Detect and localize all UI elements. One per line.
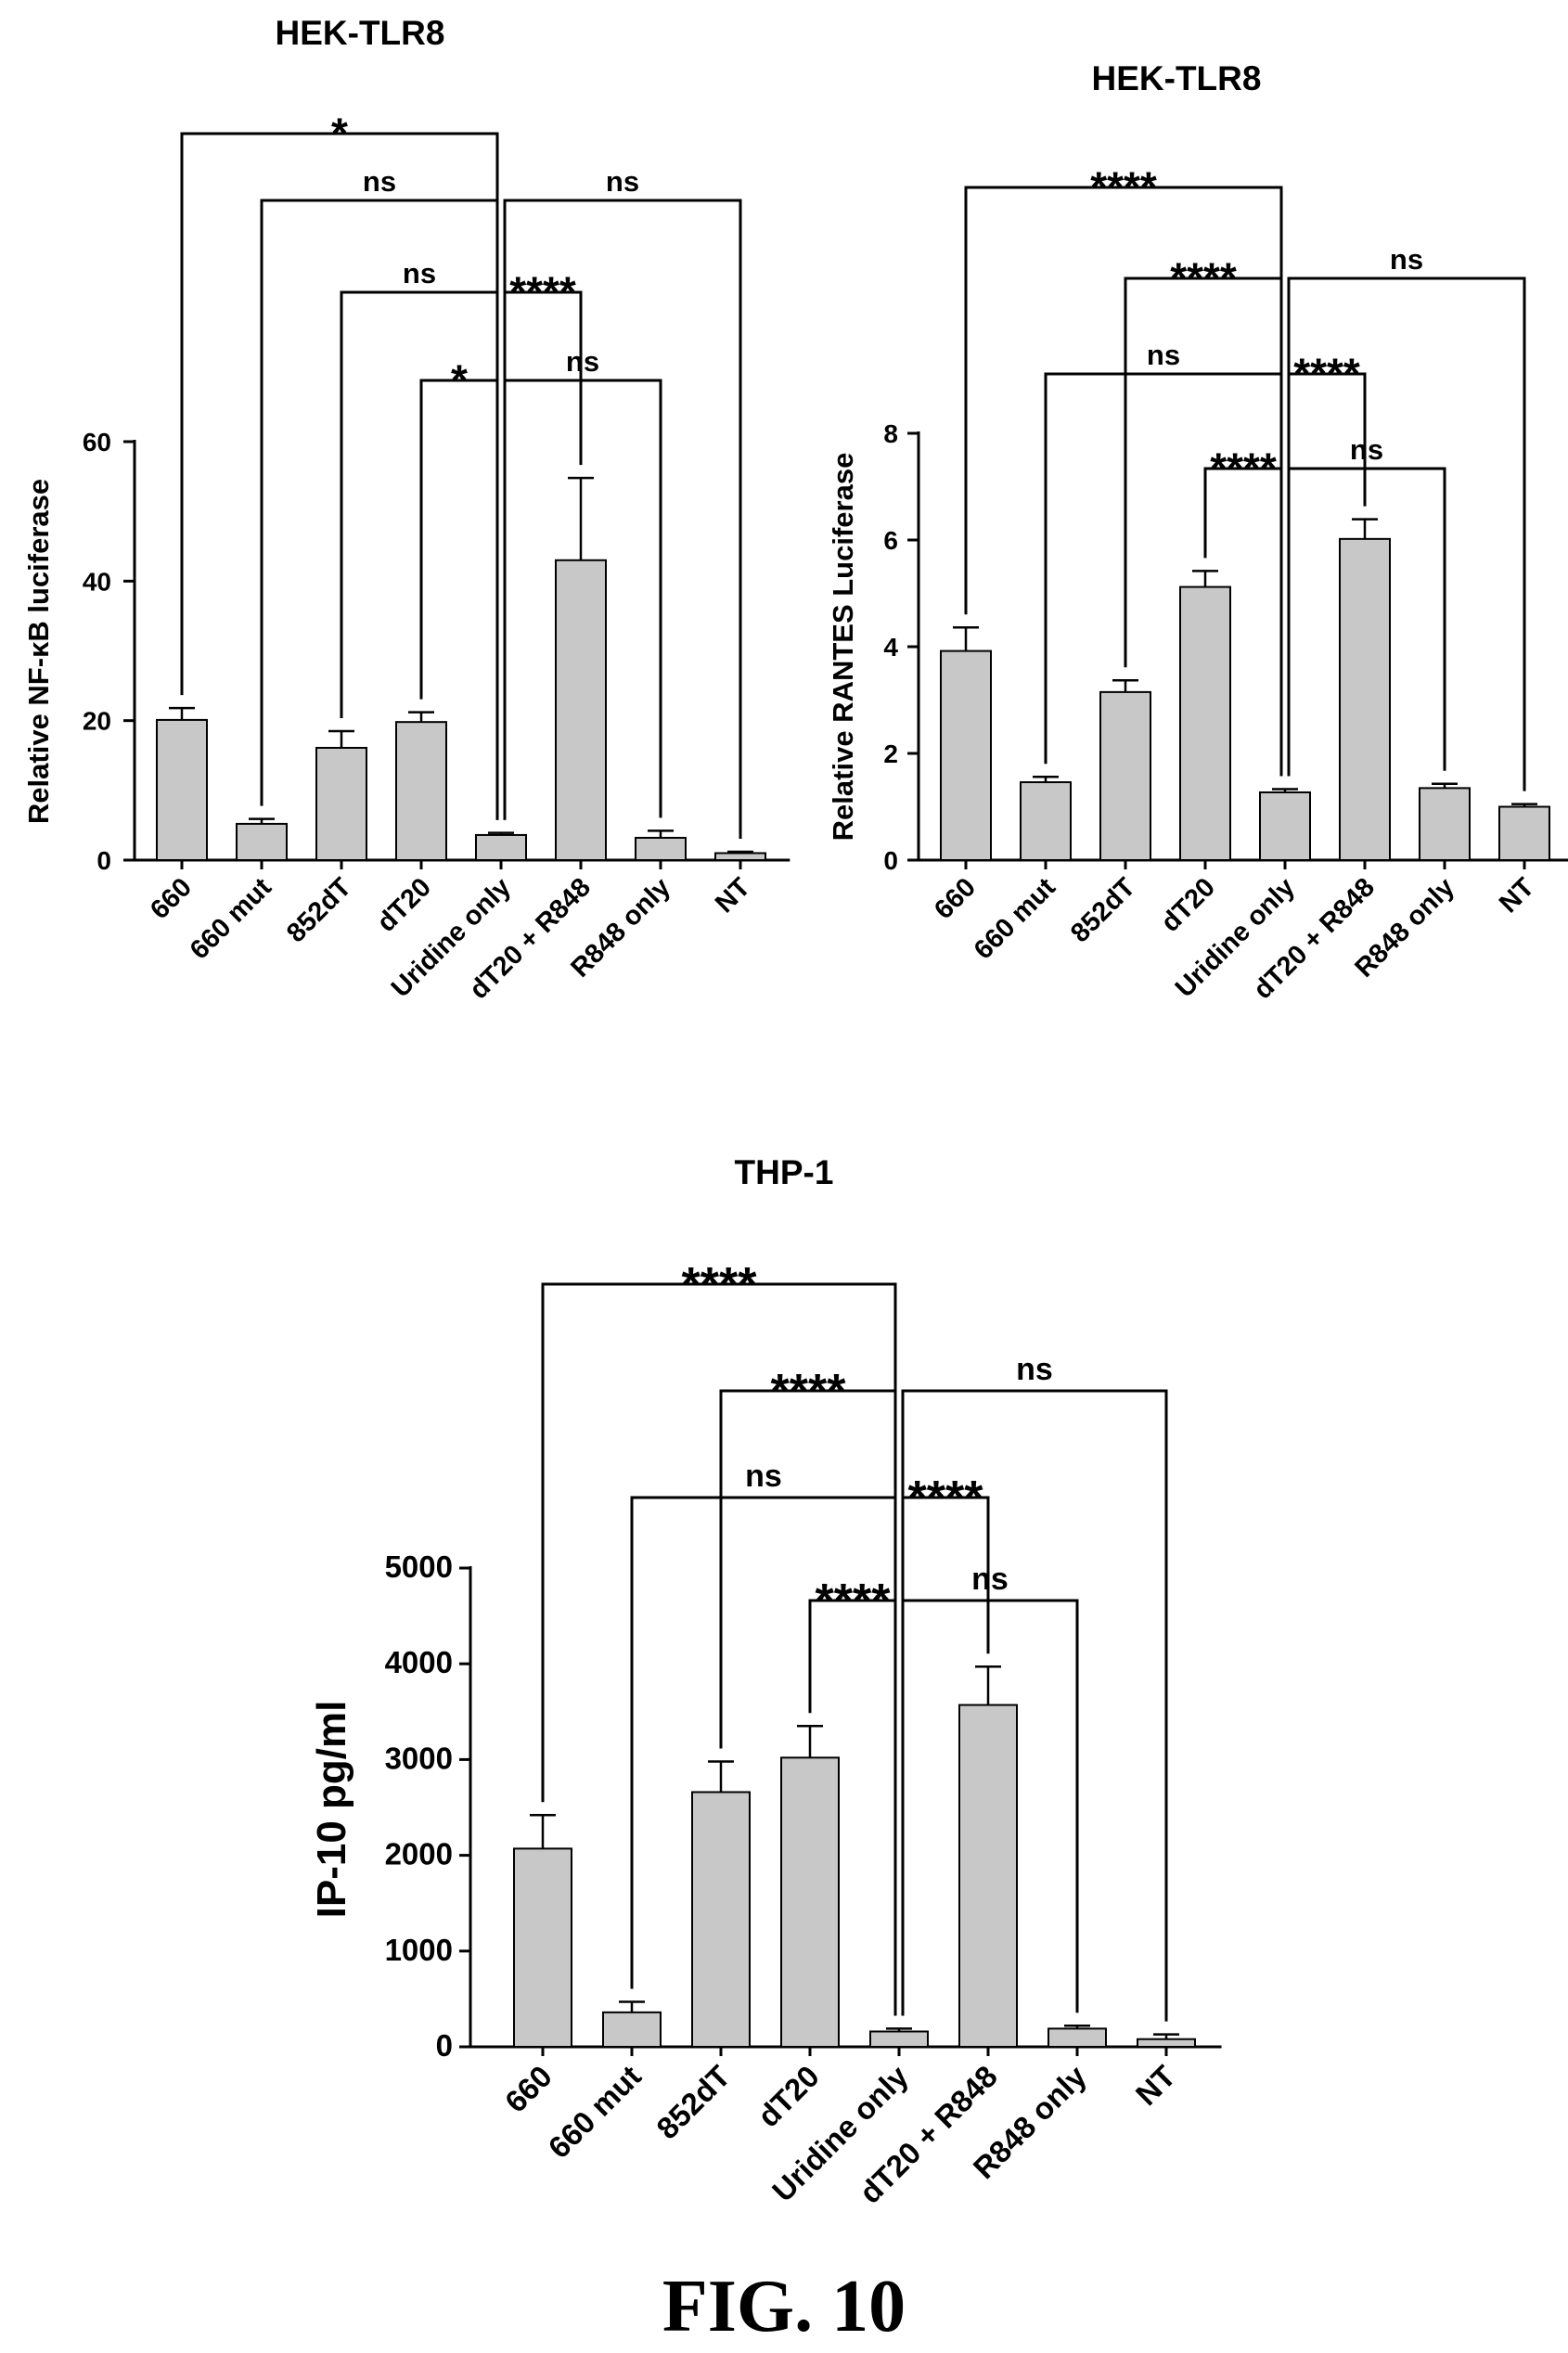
significance-label: **** — [509, 267, 576, 315]
significance-label: ns — [363, 165, 396, 198]
significance-bracket — [503, 379, 662, 820]
significance-label: ns — [403, 257, 436, 289]
significance-label: **** — [816, 1575, 892, 1628]
bar — [475, 833, 527, 862]
bar — [1099, 690, 1151, 861]
bar — [1179, 585, 1231, 861]
figure-label: FIG. 10 — [662, 2266, 906, 2347]
x-tick-label: 852dT — [1065, 872, 1141, 948]
y-tick-label: 3000 — [385, 1741, 453, 1775]
x-tick-label: 852dT — [649, 2059, 737, 2146]
chart-title: HEK-TLR8 — [276, 14, 445, 52]
y-axis-label: IP-10 pg/ml — [309, 1701, 354, 1919]
y-tick-label: 40 — [83, 567, 111, 596]
significance-bracket — [808, 1599, 897, 2016]
significance-label: **** — [1210, 444, 1277, 492]
y-tick-label: 2000 — [385, 1837, 453, 1871]
bar — [555, 559, 607, 861]
chart-nfkb-hek-tlr8: HEK-TLR8 Relative NF-κB luciferase 0 20 40 60… — [22, 14, 790, 1005]
x-tick-label: 660 — [498, 2059, 559, 2119]
x-tick-label: NT — [1129, 2059, 1182, 2112]
significance-label: * — [451, 355, 468, 404]
x-tick-label: 660 mut — [542, 2059, 648, 2165]
y-tick-label: 1000 — [385, 1933, 453, 1967]
x-tick-label: 660 mut — [185, 872, 277, 965]
significance-label: ns — [1016, 1352, 1053, 1387]
bar — [958, 1704, 1018, 2049]
x-tick-label: dT20 — [1155, 872, 1220, 937]
significance-label: ns — [745, 1459, 782, 1494]
chart-rantes-hek-tlr8: HEK-TLR8 Relative RANTES Luciferase 0 2 4 6 8 6… — [827, 59, 1568, 1005]
significance-label: * — [331, 109, 348, 157]
bar — [315, 746, 367, 862]
significance-label: **** — [682, 1258, 758, 1312]
bar — [1339, 537, 1391, 861]
significance-label: ns — [606, 165, 639, 198]
bar — [1498, 805, 1550, 861]
bar — [395, 721, 447, 861]
significance-label: **** — [1293, 349, 1360, 397]
bar — [780, 1756, 840, 2049]
y-tick-label: 5000 — [385, 1549, 453, 1584]
x-tick-label: NT — [710, 872, 756, 919]
bar — [714, 852, 766, 862]
x-tick-label: 660 mut — [969, 872, 1061, 965]
y-tick-label: 6 — [883, 526, 898, 555]
bar — [635, 836, 687, 861]
y-tick-label: 60 — [83, 428, 111, 456]
bar — [1419, 787, 1471, 861]
x-tick-label: 660 — [929, 872, 982, 925]
significance-label: **** — [908, 1472, 984, 1525]
significance-label: ns — [1390, 243, 1423, 276]
significance-label: ns — [1147, 339, 1180, 371]
bar — [1137, 2038, 1196, 2048]
bar — [1047, 2027, 1107, 2049]
bar — [236, 822, 288, 861]
y-tick-label: 4 — [883, 633, 898, 662]
x-tick-label: 852dT — [281, 872, 357, 948]
chart-title: THP-1 — [735, 1153, 834, 1191]
chart-title: HEK-TLR8 — [1092, 59, 1262, 97]
y-tick-label: 2 — [883, 739, 898, 768]
bar — [940, 649, 992, 861]
x-tick-label: dT20 — [751, 2059, 826, 2134]
bar — [1259, 791, 1311, 861]
bar — [869, 2030, 929, 2049]
significance-label: ns — [1350, 433, 1383, 466]
significance-label: ns — [566, 345, 599, 378]
significance-label: **** — [771, 1365, 847, 1419]
significance-label: **** — [1170, 253, 1237, 302]
significance-bracket — [901, 1599, 1079, 2016]
y-tick-label: 0 — [883, 846, 898, 875]
bar — [1020, 781, 1072, 861]
bar — [602, 2011, 662, 2048]
y-axis-label: Relative RANTES Luciferase — [827, 453, 859, 842]
chart-ip10-thp1: THP-1 IP-10 pg/ml 0 1000 2000 3000 4000 5000 660… — [309, 1153, 1222, 2210]
bar — [156, 718, 208, 861]
significance-bracket — [1044, 372, 1283, 777]
significance-bracket — [419, 379, 499, 820]
y-tick-label: 4000 — [385, 1645, 453, 1679]
x-tick-label: NT — [1494, 872, 1540, 919]
significance-label: ns — [971, 1562, 1009, 1597]
y-tick-label: 8 — [883, 419, 898, 448]
significance-label: **** — [1090, 162, 1157, 211]
significance-bracket — [1203, 467, 1283, 777]
bar — [513, 1847, 572, 2048]
x-tick-label: dT20 — [371, 872, 436, 937]
significance-bracket — [180, 132, 499, 820]
y-axis-label: Relative NF-κB luciferase — [22, 479, 55, 824]
x-tick-label: 660 — [145, 872, 198, 925]
bar — [691, 1791, 751, 2049]
y-tick-label: 20 — [83, 707, 111, 736]
y-tick-label: 0 — [96, 846, 111, 875]
y-tick-label: 0 — [436, 2028, 453, 2063]
significance-bracket — [1287, 467, 1446, 777]
